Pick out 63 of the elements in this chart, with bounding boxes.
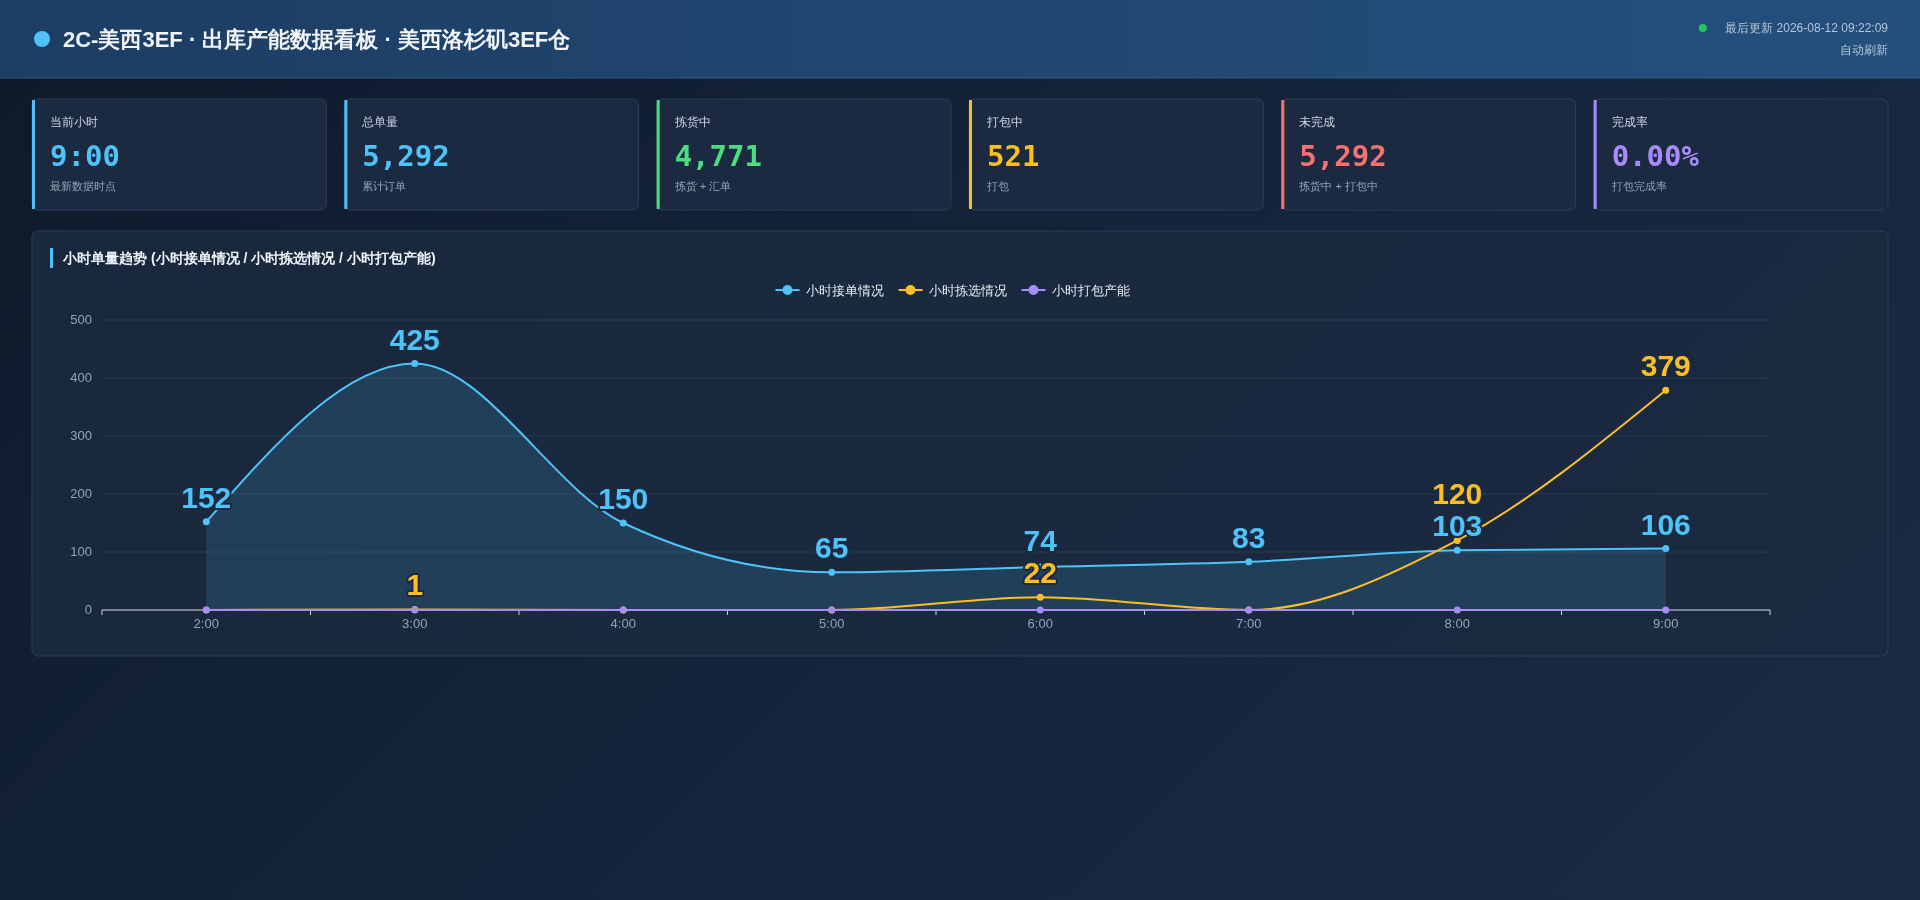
x-tick-label: 9:00	[1653, 616, 1679, 631]
x-tick-label: 2:00	[193, 616, 219, 631]
text: 9:00	[50, 139, 120, 173]
y-tick-label: 100	[70, 544, 92, 559]
x-tick-label: 6:00	[1027, 616, 1053, 631]
text: 2C-美西3EF · 出库产能数据看板 · 美西洛杉矶3EF仓	[63, 27, 572, 52]
point	[1662, 386, 1670, 394]
x-tick-label: 8:00	[1444, 616, 1470, 631]
chart-title: 小时单量趋势 (小时接单情况 / 小时拣选情况 / 小时打包产能)	[62, 250, 436, 266]
data-label: 150	[598, 482, 649, 515]
point	[1036, 606, 1044, 614]
point	[828, 568, 836, 576]
text: 5,292	[1299, 139, 1387, 173]
text: 拣货 + 汇单	[673, 180, 732, 192]
x-tick-label: 5:00	[819, 616, 845, 631]
x-tick-label: 3:00	[402, 616, 428, 631]
text: 打包	[986, 180, 1009, 192]
y-tick-label: 500	[70, 312, 92, 327]
point	[1245, 558, 1253, 566]
data-label: 152	[181, 480, 232, 514]
legend-label: 小时拣选情况	[928, 283, 1007, 298]
data-label: 425	[389, 322, 440, 356]
x-tick-label: 7:00	[1236, 616, 1262, 631]
text: 拣货中 + 打包中	[1298, 180, 1378, 192]
point	[1036, 593, 1044, 601]
text: 累计订单	[362, 180, 407, 192]
text: 521	[987, 139, 1040, 173]
point	[202, 518, 210, 526]
data-label: 1	[406, 568, 424, 602]
point	[1453, 536, 1461, 544]
legend-label: 小时打包产能	[1051, 283, 1130, 298]
y-tick-label: 200	[70, 486, 92, 501]
text: 最后更新 2026-08-12 09:22:09	[1725, 21, 1889, 35]
data-label: 103	[1432, 509, 1483, 543]
text: 最新数据时点	[50, 180, 116, 192]
text: 自动刷新	[1840, 43, 1888, 57]
point	[1662, 606, 1670, 614]
y-tick-label: 300	[70, 428, 92, 443]
x-tick-label: 4:00	[610, 616, 636, 631]
text: 总单量	[361, 115, 399, 129]
point	[1453, 606, 1461, 614]
point	[411, 360, 419, 367]
data-label: 83	[1232, 520, 1266, 554]
text: 完成率	[1611, 115, 1648, 129]
data-label: 379	[1640, 349, 1691, 383]
point	[619, 519, 627, 527]
text: 拣货中	[673, 115, 711, 129]
legend-label: 小时接单情况	[805, 283, 884, 298]
data-label: 120	[1432, 477, 1483, 511]
text: 4,771	[674, 139, 762, 173]
point	[1453, 546, 1461, 554]
y-tick-label: 400	[70, 370, 92, 385]
text: 5,292	[362, 139, 450, 173]
y-tick-label: 0	[84, 602, 92, 617]
text: 打包中	[986, 115, 1023, 129]
text: 未完成	[1299, 115, 1336, 129]
point	[1662, 545, 1670, 553]
text: 打包完成率	[1610, 180, 1667, 192]
data-label: 106	[1640, 507, 1691, 541]
text: 0.00%	[1611, 139, 1699, 173]
data-label: 74	[1023, 524, 1058, 558]
text: 当前小时	[50, 115, 98, 129]
data-label: 65	[815, 531, 849, 565]
